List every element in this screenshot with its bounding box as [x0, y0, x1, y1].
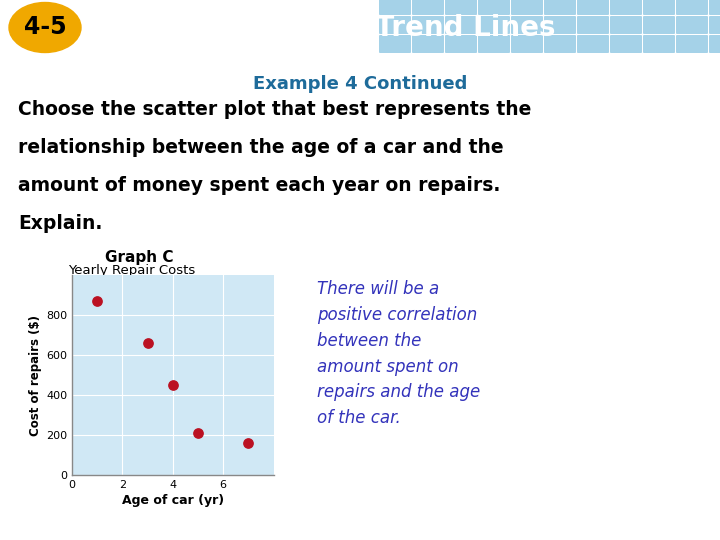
- FancyBboxPatch shape: [511, 35, 543, 53]
- Text: Scatter Plots and Trend Lines: Scatter Plots and Trend Lines: [95, 14, 556, 42]
- FancyBboxPatch shape: [544, 35, 576, 53]
- FancyBboxPatch shape: [379, 16, 411, 34]
- FancyBboxPatch shape: [610, 0, 642, 15]
- FancyBboxPatch shape: [676, 16, 708, 34]
- FancyBboxPatch shape: [610, 35, 642, 53]
- FancyBboxPatch shape: [643, 35, 675, 53]
- FancyBboxPatch shape: [676, 35, 708, 53]
- Text: Graph C: Graph C: [105, 250, 174, 265]
- Text: Choose the scatter plot that best represents the: Choose the scatter plot that best repres…: [18, 100, 531, 119]
- Point: [167, 381, 179, 389]
- FancyBboxPatch shape: [544, 16, 576, 34]
- FancyBboxPatch shape: [379, 35, 411, 53]
- FancyBboxPatch shape: [412, 0, 444, 15]
- FancyBboxPatch shape: [544, 0, 576, 15]
- FancyBboxPatch shape: [577, 0, 609, 15]
- FancyBboxPatch shape: [379, 0, 411, 15]
- FancyBboxPatch shape: [511, 16, 543, 34]
- FancyBboxPatch shape: [709, 35, 720, 53]
- Text: Holt Algebra 1: Holt Algebra 1: [14, 516, 127, 530]
- FancyBboxPatch shape: [577, 16, 609, 34]
- FancyBboxPatch shape: [643, 0, 675, 15]
- FancyBboxPatch shape: [577, 35, 609, 53]
- X-axis label: Age of car (yr): Age of car (yr): [122, 494, 224, 507]
- Text: Explain.: Explain.: [18, 214, 102, 233]
- FancyBboxPatch shape: [445, 0, 477, 15]
- FancyBboxPatch shape: [676, 0, 708, 15]
- FancyBboxPatch shape: [709, 0, 720, 15]
- Ellipse shape: [9, 3, 81, 52]
- FancyBboxPatch shape: [478, 0, 510, 15]
- Point: [91, 296, 103, 305]
- FancyBboxPatch shape: [412, 35, 444, 53]
- Point: [142, 339, 153, 347]
- FancyBboxPatch shape: [478, 35, 510, 53]
- Text: 4-5: 4-5: [24, 16, 66, 39]
- FancyBboxPatch shape: [445, 16, 477, 34]
- Point: [192, 429, 204, 437]
- FancyBboxPatch shape: [610, 16, 642, 34]
- FancyBboxPatch shape: [445, 35, 477, 53]
- Text: Yearly Repair Costs: Yearly Repair Costs: [68, 264, 195, 277]
- Point: [243, 438, 254, 447]
- FancyBboxPatch shape: [478, 16, 510, 34]
- FancyBboxPatch shape: [709, 16, 720, 34]
- Text: relationship between the age of a car and the: relationship between the age of a car an…: [18, 138, 503, 157]
- Text: Copyright © by Holt, Rinehart and Winston.  All Rights Reserved.: Copyright © by Holt, Rinehart and Winsto…: [366, 517, 706, 528]
- FancyBboxPatch shape: [412, 16, 444, 34]
- Text: There will be a
positive correlation
between the
amount spent on
repairs and the: There will be a positive correlation bet…: [317, 280, 480, 427]
- Text: Example 4 Continued: Example 4 Continued: [253, 75, 467, 93]
- Y-axis label: Cost of repairs ($): Cost of repairs ($): [29, 314, 42, 435]
- FancyBboxPatch shape: [643, 16, 675, 34]
- Text: amount of money spent each year on repairs.: amount of money spent each year on repai…: [18, 176, 500, 195]
- FancyBboxPatch shape: [511, 0, 543, 15]
